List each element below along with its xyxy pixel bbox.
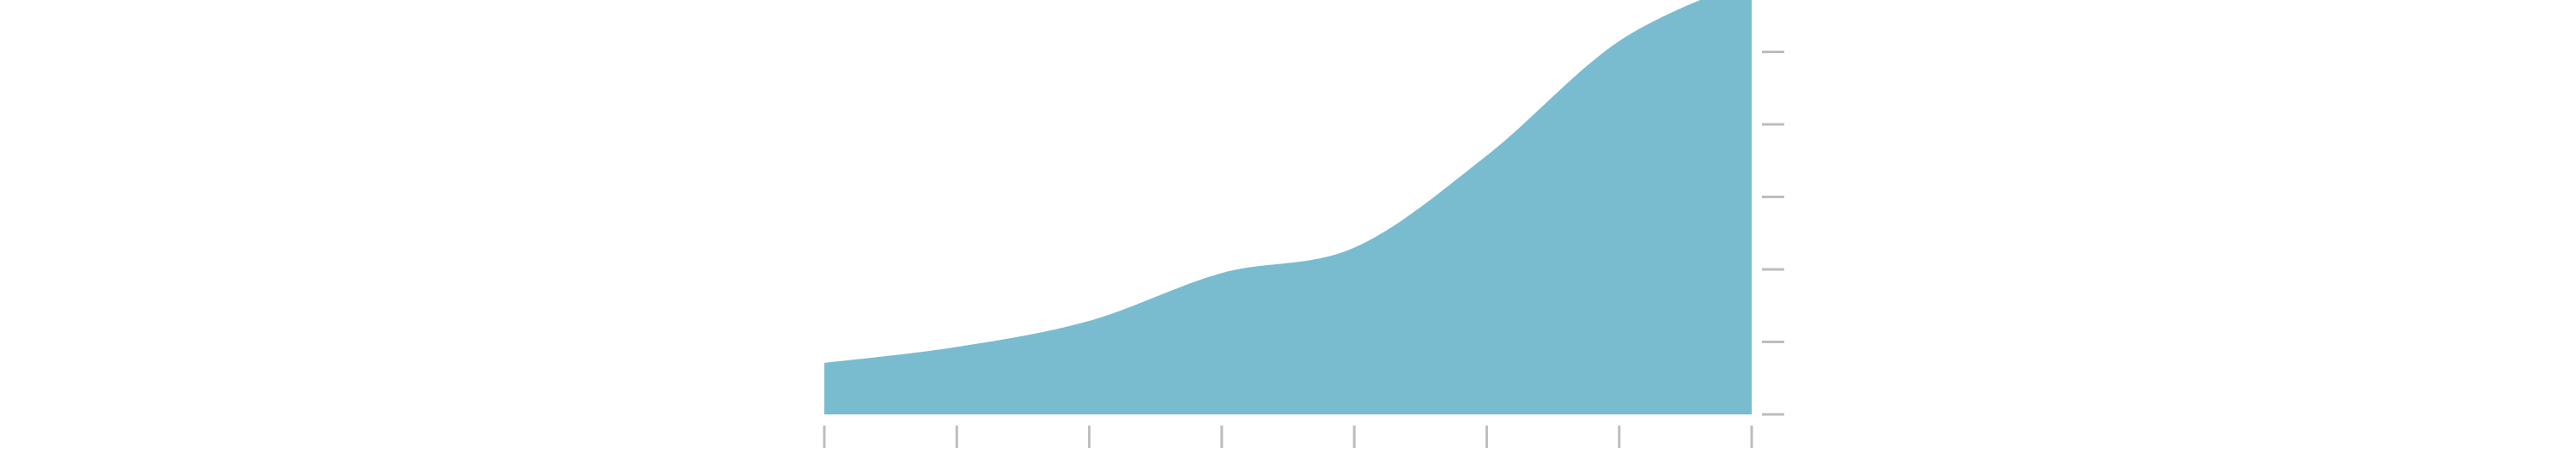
area-series-0 bbox=[824, 0, 1752, 414]
x-axis bbox=[823, 426, 1753, 448]
plot-area bbox=[824, 0, 1752, 414]
y-axis bbox=[1762, 51, 1784, 416]
